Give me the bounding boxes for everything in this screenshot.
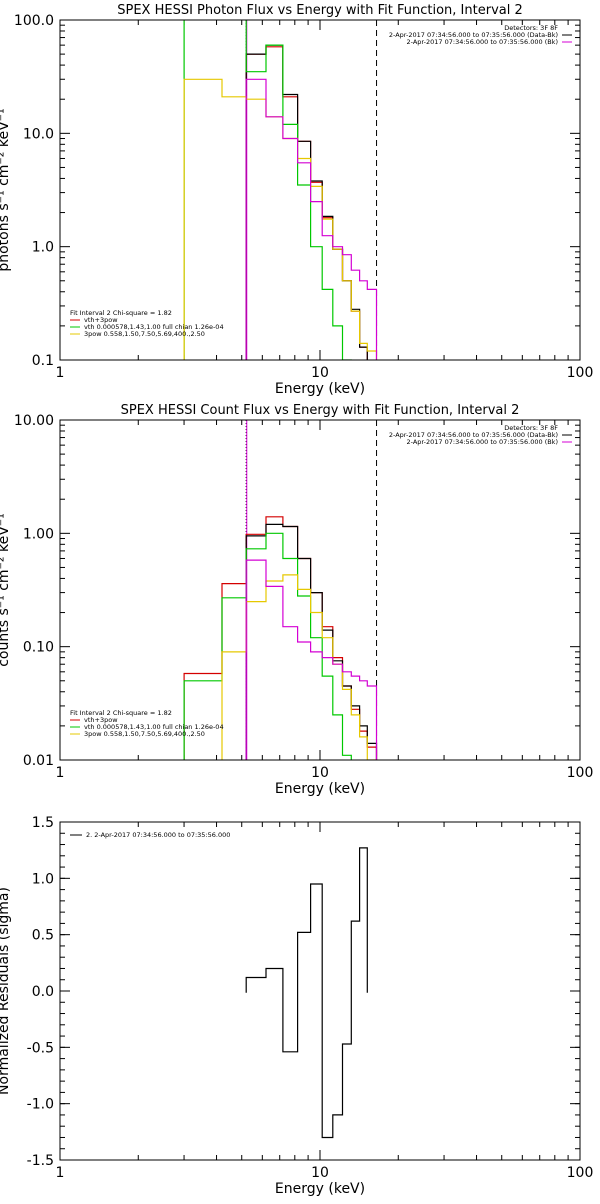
series-line-2 [245, 523, 378, 760]
plot-frame [59, 821, 581, 1161]
y-tick-label: 1.00 [23, 526, 54, 542]
x-axis-label: Energy (keV) [275, 1181, 365, 1197]
plot-area [183, 20, 378, 360]
plot-area [245, 847, 368, 1139]
y-tick-label: 100.0 [14, 13, 54, 29]
detector-legend-entry: Detectors: 3F 8F [504, 424, 558, 432]
x-tick-label: 1 [56, 365, 65, 381]
y-axis-label: Normalized Residuals (sigma) [0, 887, 12, 1095]
detector-legend-entry: 2-Apr-2017 07:34:56.000 to 07:35:56.000 … [407, 38, 558, 46]
plot-frame [59, 19, 581, 361]
plot-frame [59, 419, 581, 761]
y-axis-label: photons s⁻¹ cm⁻² keV⁻¹ [0, 108, 12, 271]
chart-title: SPEX HESSI Photon Flux vs Energy with Fi… [117, 3, 523, 18]
y-tick-label: 1.0 [32, 240, 54, 256]
x-axis-label: Energy (keV) [275, 381, 365, 397]
y-tick-label: 10.00 [14, 413, 54, 429]
y-tick-label: 0.10 [23, 640, 54, 656]
y-tick-label: 0.01 [23, 753, 54, 769]
fit-legend-entry: 3pow 0.558,1.50,7.50,5.69,400.,2.50 [84, 730, 205, 738]
fit-legend-entry: vth+3pow [84, 716, 118, 724]
detector-legend-entry: Detectors: 3F 8F [504, 24, 558, 32]
y-tick-label: -0.5 [27, 1040, 54, 1056]
x-axis-label: Energy (keV) [275, 781, 365, 797]
y-tick-label: 0.5 [32, 928, 54, 944]
chart-panel-3: 1 10 100 1.5 1.0 0.5 0.0 -0.5 -1.0 -1.5 Energy (ke… [0, 815, 593, 1197]
x-tick-label: 100 [567, 365, 594, 381]
x-tick-label: 1 [56, 1165, 65, 1181]
chart-panel-1: SPEX HESSI Photon Flux vs Energy with Fi… [0, 3, 594, 397]
y-tick-label: -1.0 [27, 1097, 54, 1113]
x-tick-label: 10 [311, 365, 329, 381]
fit-legend-entry: 3pow 0.558,1.50,7.50,5.69,400.,2.50 [84, 330, 205, 338]
y-tick-label: 1.5 [32, 815, 54, 831]
y-tick-label: 0.0 [32, 984, 54, 1000]
detector-legend-entry: 2-Apr-2017 07:34:56.000 to 07:35:56.000 … [389, 431, 558, 439]
x-tick-label: 100 [567, 1165, 594, 1181]
x-tick-label: 10 [311, 1165, 329, 1181]
series-line-3 [183, 20, 352, 360]
fit-legend-entry: vth 0.000578,1.43,1.00 full chian 1.26e-… [84, 723, 224, 731]
fit-legend-entry: vth 0.000578,1.43,1.00 full chian 1.26e-… [84, 323, 224, 331]
y-tick-label: 10.0 [23, 126, 54, 142]
fit-legend-entry: Fit Interval 2 Chi-square = 1.82 [70, 709, 172, 717]
detector-legend-entry: 2-Apr-2017 07:34:56.000 to 07:35:56.000 … [389, 31, 558, 39]
plot-area [183, 420, 378, 760]
y-tick-label: 1.0 [32, 871, 54, 887]
residual-legend-entry: 2. 2-Apr-2017 07:34:56.000 to 07:35:56.0… [86, 831, 230, 839]
chart-title: SPEX HESSI Count Flux vs Energy with Fit… [121, 403, 520, 418]
detector-legend-entry: 2-Apr-2017 07:34:56.000 to 07:35:56.000 … [407, 438, 558, 446]
series-line-1 [245, 847, 368, 1139]
chart-panel-2: SPEX HESSI Count Flux vs Energy with Fit… [0, 403, 594, 797]
y-tick-label: 0.1 [32, 353, 54, 369]
y-tick-label: -1.5 [27, 1153, 54, 1169]
series-line-5 [245, 559, 378, 760]
x-tick-label: 10 [311, 765, 329, 781]
y-axis-label: counts s⁻¹ cm⁻² keV⁻¹ [0, 513, 12, 667]
fit-legend-entry: Fit Interval 2 Chi-square = 1.82 [70, 309, 172, 317]
fit-legend-entry: vth+3pow [84, 316, 118, 324]
series-line-5 [245, 78, 378, 360]
x-tick-label: 1 [56, 765, 65, 781]
x-tick-label: 100 [567, 765, 594, 781]
